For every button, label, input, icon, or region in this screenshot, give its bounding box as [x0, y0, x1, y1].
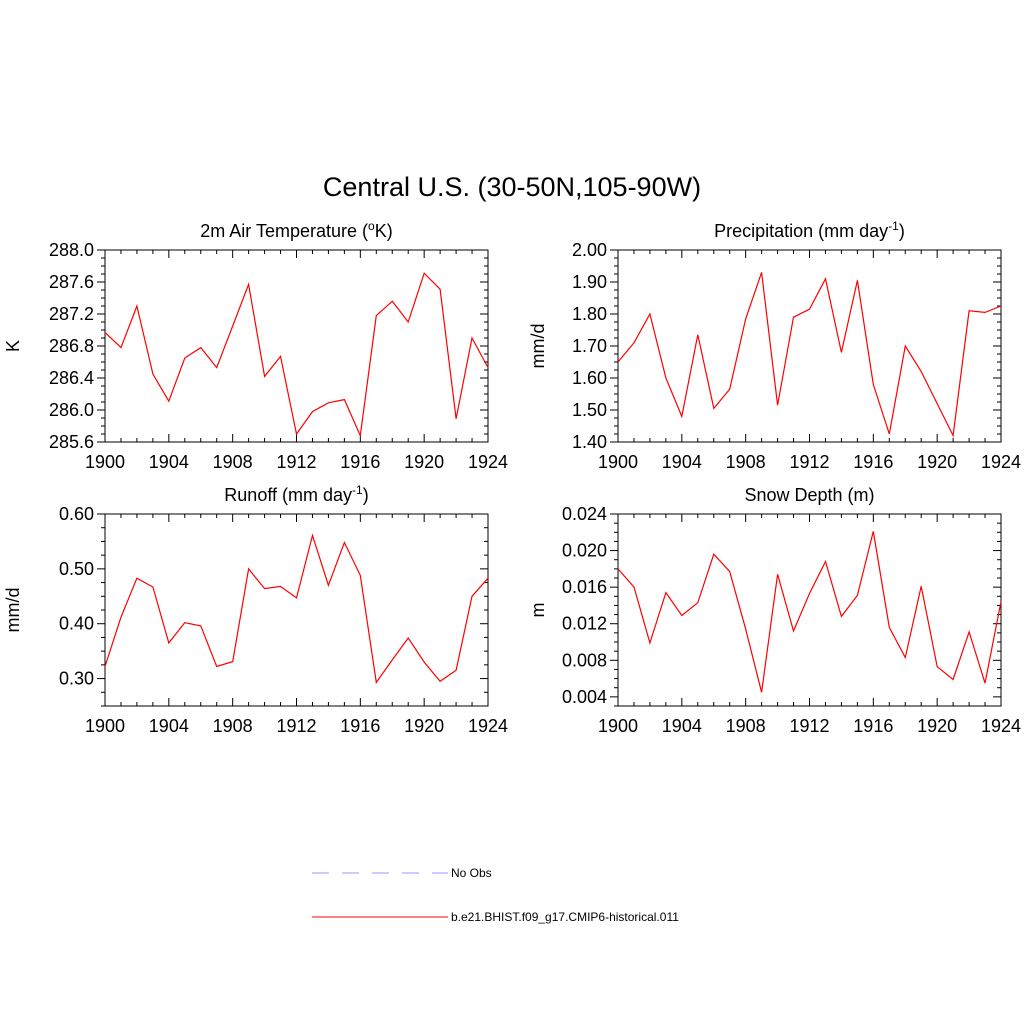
x-tick-label: 1924 — [981, 452, 1021, 472]
y-tick-label: 0.020 — [562, 541, 607, 561]
panel-1: 2m Air Temperature (oK) K 1900 1904 1908 1912… — [3, 219, 508, 472]
y-tick-label: 285.6 — [49, 432, 94, 452]
y-tick-label: 0.60 — [59, 504, 94, 524]
x-tick-label: 1920 — [404, 452, 444, 472]
y-tick-label: 0.012 — [562, 614, 607, 634]
y-tick-label: 0.016 — [562, 577, 607, 597]
plot-frame — [617, 513, 1002, 707]
y-tick-label: 288.0 — [49, 240, 94, 260]
y-tick-label: 1.50 — [572, 400, 607, 420]
series-line — [617, 272, 1002, 438]
y-tick-label: 0.008 — [562, 650, 607, 670]
x-tick-label: 1904 — [662, 452, 702, 472]
series-line — [104, 272, 489, 438]
x-tick-label: 1908 — [213, 452, 253, 472]
x-tick-label: 1920 — [917, 716, 957, 736]
y-tick-label: 1.60 — [572, 368, 607, 388]
y-tick-label: 286.8 — [49, 336, 94, 356]
x-tick-label: 1900 — [85, 452, 125, 472]
panel-2: Precipitation (mm day-1) mm/d 1900 1904 1908… — [528, 219, 1021, 472]
x-tick-label: 1924 — [981, 716, 1021, 736]
x-tick-label: 1916 — [340, 716, 380, 736]
panel-title: Snow Depth (m) — [744, 485, 874, 505]
panel-title: Precipitation (mm day-1) — [714, 219, 905, 241]
y-tick-label: 286.0 — [49, 400, 94, 420]
y-axis-label: K — [3, 340, 23, 352]
x-tick-label: 1912 — [789, 716, 829, 736]
panel-4: Snow Depth (m) m 1900 1904 1908 1912 1916 1920 1… — [528, 485, 1021, 736]
series-line — [617, 531, 1002, 693]
x-tick-label: 1908 — [726, 452, 766, 472]
x-tick-label: 1904 — [149, 716, 189, 736]
x-tick-label: 1920 — [404, 716, 444, 736]
x-tick-label: 1908 — [726, 716, 766, 736]
y-tick-label: 0.30 — [59, 669, 94, 689]
panel-3: Runoff (mm day-1) mm/d 1900 1904 1908 1912 191… — [3, 483, 508, 736]
y-tick-label: 1.40 — [572, 432, 607, 452]
y-tick-label: 0.004 — [562, 687, 607, 707]
panel-title: Runoff (mm day-1) — [224, 483, 368, 505]
plot-frame — [104, 513, 489, 707]
legend-label-2: b.e21.BHIST.f09_g17.CMIP6-historical.011 — [451, 910, 679, 924]
x-tick-label: 1900 — [85, 716, 125, 736]
y-tick-label: 1.90 — [572, 272, 607, 292]
y-tick-label: 287.2 — [49, 304, 94, 324]
y-axis-label: mm/d — [528, 324, 548, 369]
x-tick-label: 1904 — [149, 452, 189, 472]
legend-label-1: No Obs — [451, 866, 492, 880]
y-tick-label: 287.6 — [49, 272, 94, 292]
x-tick-label: 1920 — [917, 452, 957, 472]
panels: 2m Air Temperature (oK) K 1900 1904 1908 1912… — [3, 219, 1021, 736]
y-tick-label: 0.50 — [59, 559, 94, 579]
x-tick-label: 1908 — [213, 716, 253, 736]
y-tick-label: 0.40 — [59, 614, 94, 634]
y-tick-label: 1.80 — [572, 304, 607, 324]
x-tick-label: 1904 — [662, 716, 702, 736]
y-tick-label: 1.70 — [572, 336, 607, 356]
y-axis-label: m — [528, 603, 548, 618]
x-tick-label: 1916 — [853, 452, 893, 472]
series-line — [104, 533, 489, 684]
plot-frame — [617, 249, 1002, 443]
x-tick-label: 1912 — [789, 452, 829, 472]
x-tick-label: 1900 — [598, 716, 638, 736]
y-axis-label: mm/d — [3, 588, 23, 633]
x-tick-label: 1900 — [598, 452, 638, 472]
x-tick-label: 1924 — [468, 452, 508, 472]
panel-title: 2m Air Temperature (oK) — [200, 219, 392, 241]
y-tick-label: 0.024 — [562, 504, 607, 524]
x-tick-label: 1916 — [340, 452, 380, 472]
y-tick-label: 286.4 — [49, 368, 94, 388]
figure-title: Central U.S. (30-50N,105-90W) — [323, 172, 701, 202]
x-tick-label: 1912 — [276, 716, 316, 736]
x-tick-label: 1912 — [276, 452, 316, 472]
x-tick-label: 1924 — [468, 716, 508, 736]
x-tick-label: 1916 — [853, 716, 893, 736]
legend: No Obs b.e21.BHIST.f09_g17.CMIP6-historic… — [312, 866, 679, 924]
y-tick-label: 2.00 — [572, 240, 607, 260]
